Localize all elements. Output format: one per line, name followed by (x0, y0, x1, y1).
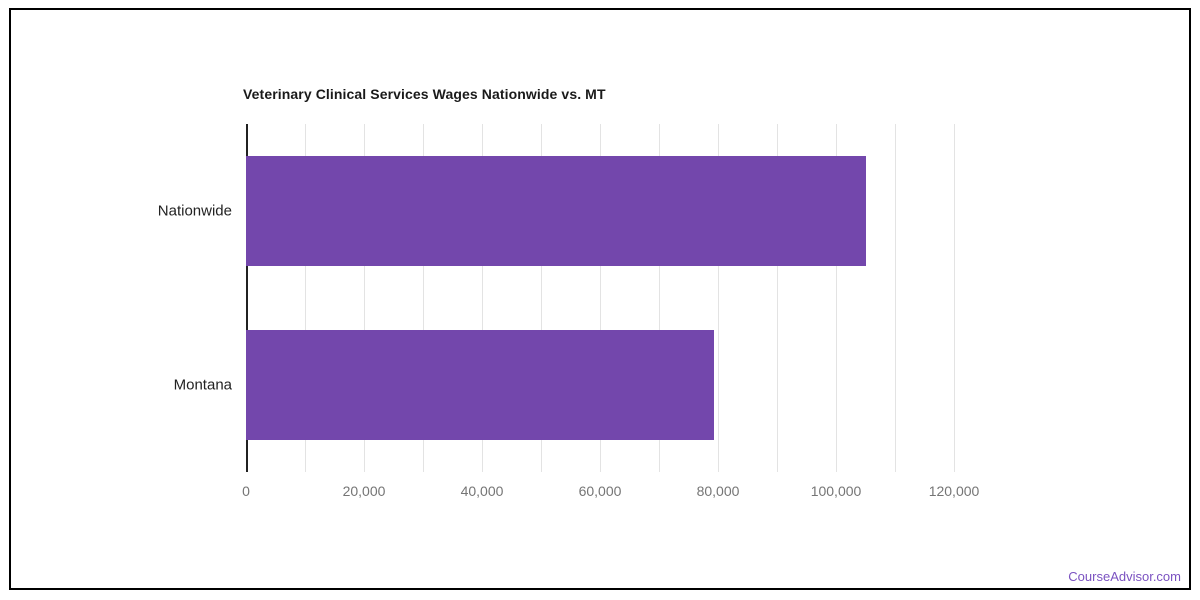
gridline (718, 124, 719, 472)
gridline (541, 124, 542, 472)
gridline (954, 124, 955, 472)
courseadvisor-link[interactable]: CourseAdvisor.com (1068, 569, 1181, 584)
gridline (482, 124, 483, 472)
gridline (836, 124, 837, 472)
x-tick-label: 0 (242, 483, 250, 499)
bar-nationwide (246, 155, 866, 267)
chart-title: Veterinary Clinical Services Wages Natio… (243, 86, 606, 102)
category-label: Montana (173, 376, 232, 394)
x-tick-label: 40,000 (460, 483, 504, 499)
chart-frame: Veterinary Clinical Services Wages Natio… (9, 8, 1191, 590)
gridline (423, 124, 424, 472)
plot-area: Nationwide Montana 0 20,000 40,000 60,000 80,0… (158, 124, 979, 499)
x-tick-label: 100,000 (810, 483, 862, 499)
gridline (895, 124, 896, 472)
y-axis-line (246, 124, 248, 472)
bar-montana (246, 329, 714, 441)
gridline (777, 124, 778, 472)
x-tick-label: 120,000 (928, 483, 980, 499)
x-tick-label: 80,000 (696, 483, 740, 499)
gridline (600, 124, 601, 472)
gridline (659, 124, 660, 472)
category-label: Nationwide (157, 202, 232, 220)
gridline (364, 124, 365, 472)
gridline (305, 124, 306, 472)
x-tick-label: 20,000 (342, 483, 386, 499)
x-tick-label: 60,000 (578, 483, 622, 499)
